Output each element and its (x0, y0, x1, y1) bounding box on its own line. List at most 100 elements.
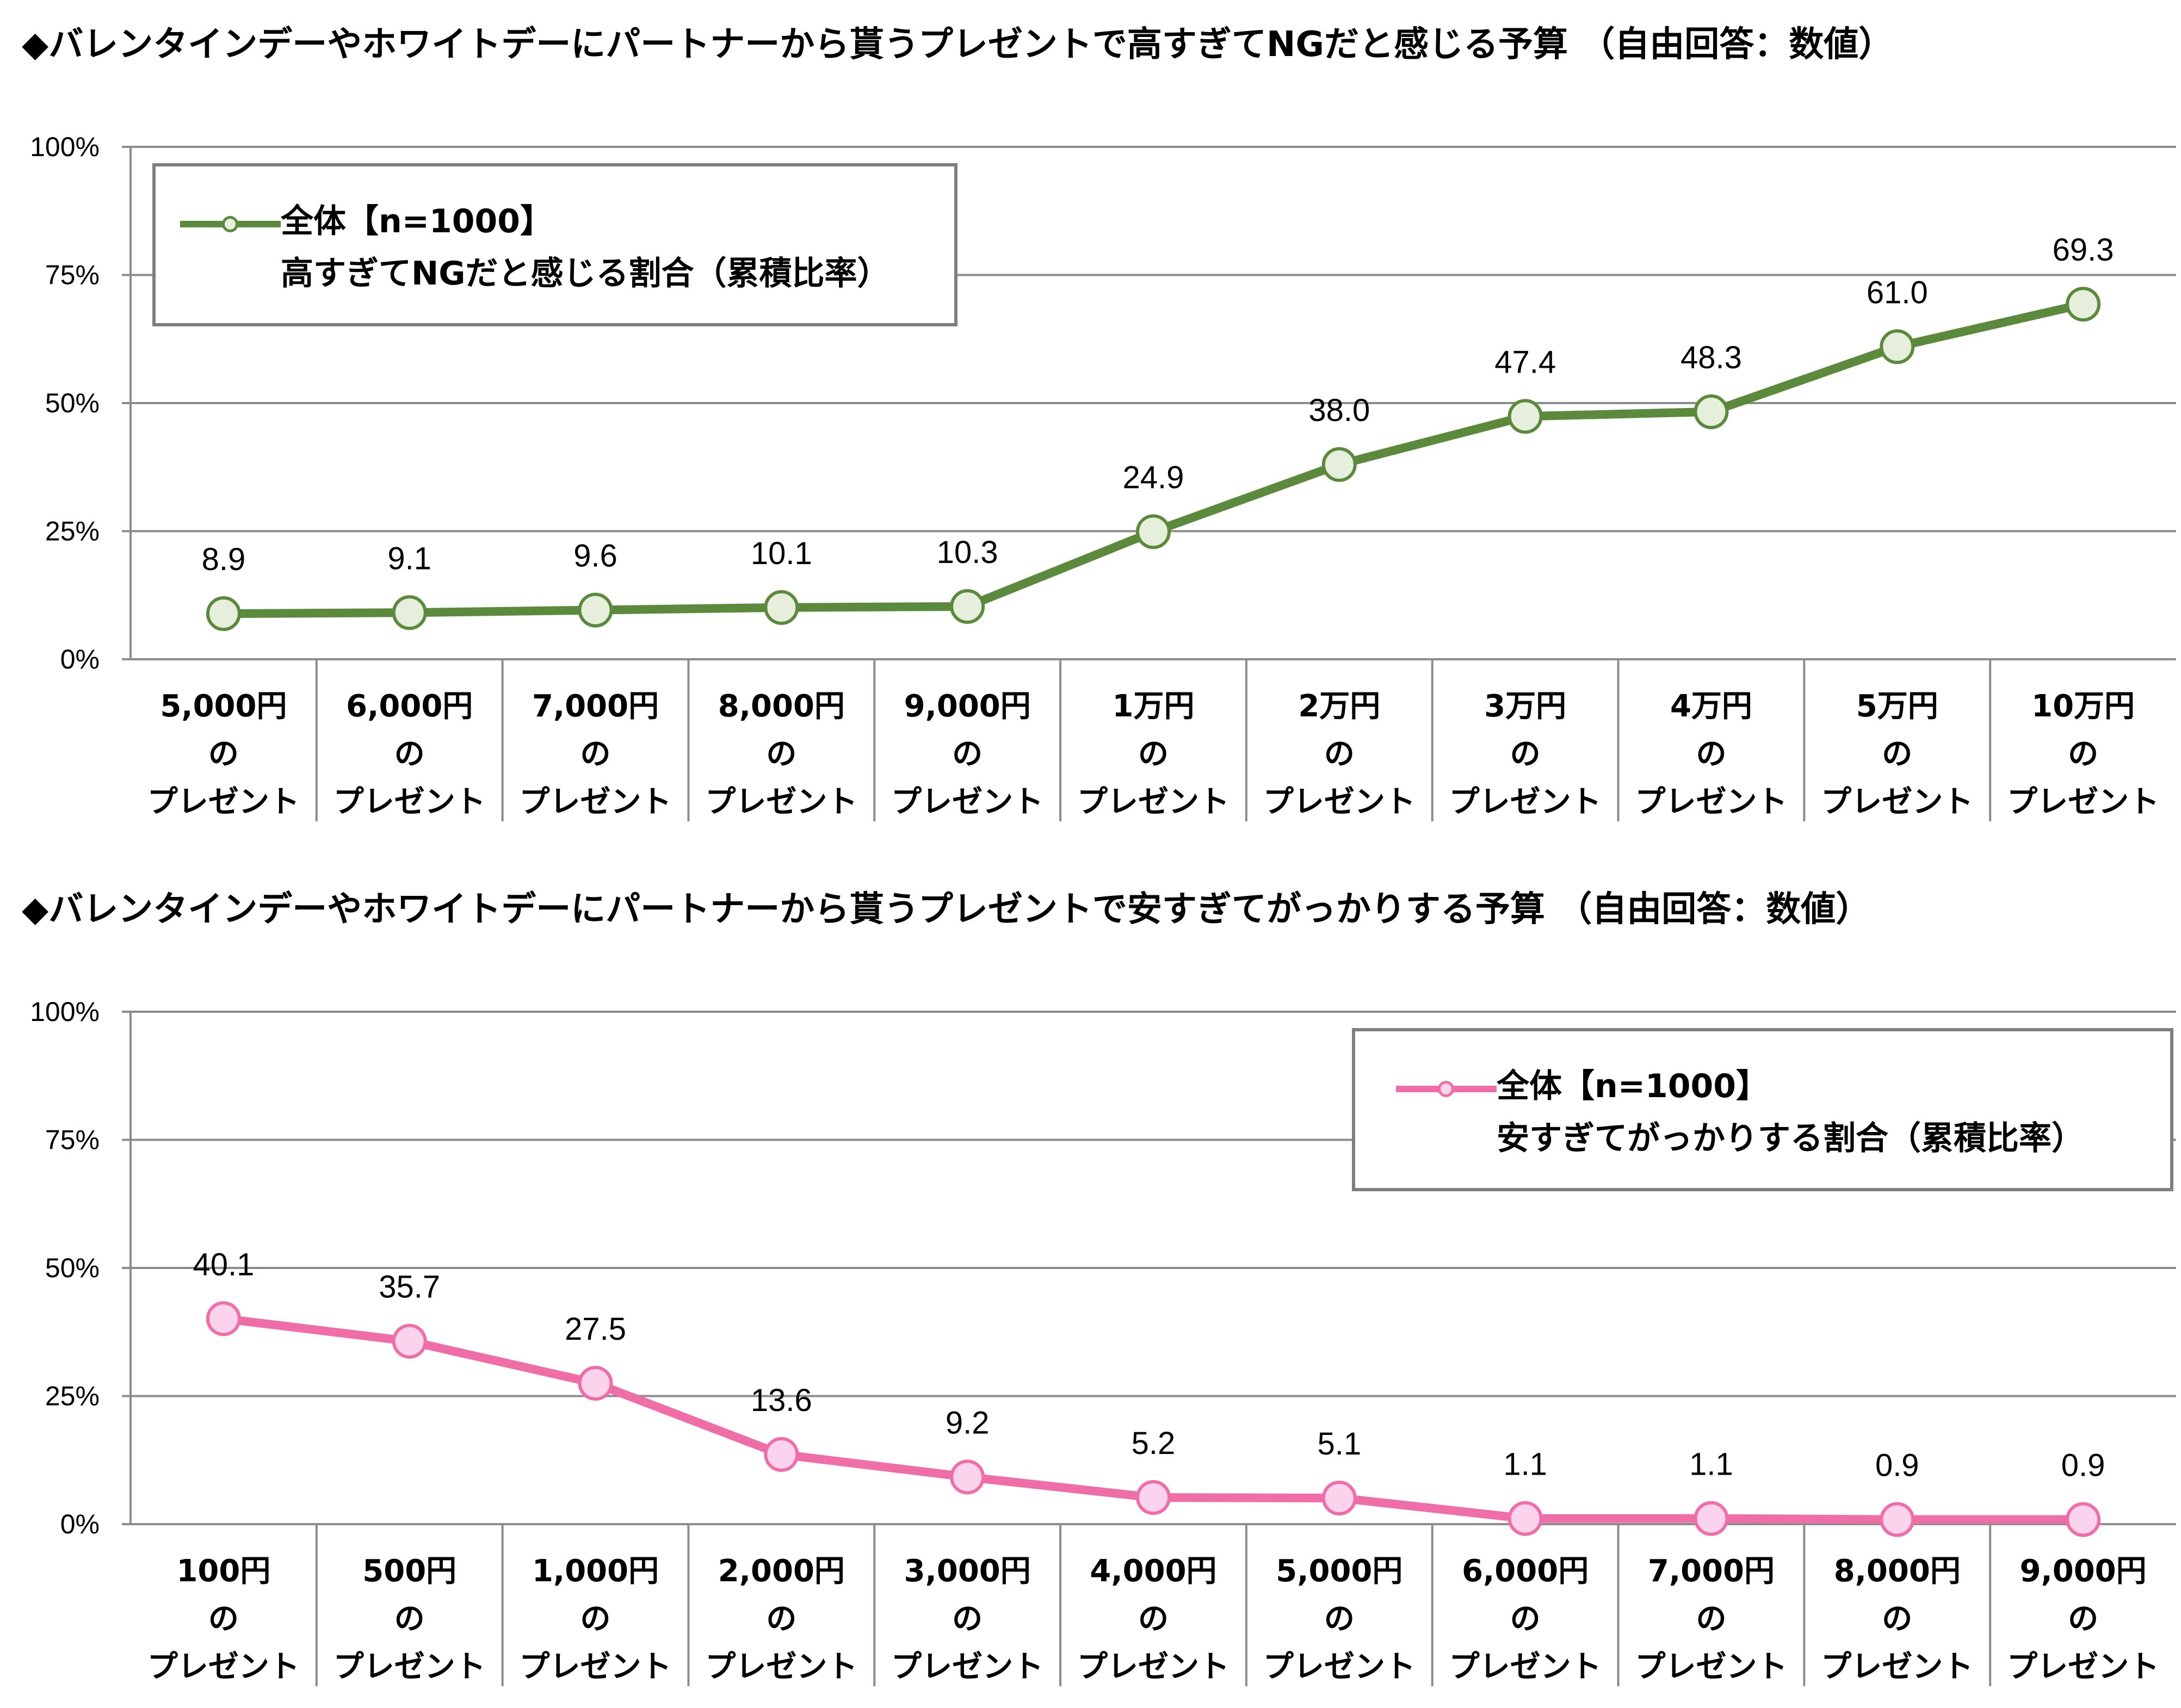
data-label: 40.1 (193, 1247, 254, 1282)
x-tick-label: の (580, 737, 611, 772)
data-label: 10.1 (751, 536, 812, 571)
x-tick-label: プレゼント (705, 1649, 857, 1685)
x-tick-label: の (1882, 737, 1912, 772)
x-tick-label: プレゼント (520, 1649, 672, 1685)
legend-marker-swatch (222, 216, 238, 232)
chart-title: ◆バレンタインデーやホワイトデーにパートナーから貰うプレゼントで安すぎてがっかり… (22, 889, 1871, 930)
x-tick-label: 6,000円 (346, 689, 473, 724)
chart-2: ◆バレンタインデーやホワイトデーにパートナーから貰うプレゼントで安すぎてがっかり… (0, 865, 2181, 1708)
data-point (578, 592, 613, 628)
x-tick-label: プレゼント (1263, 1649, 1416, 1685)
x-tick-label: プレゼント (891, 1649, 1043, 1685)
data-label: 27.5 (565, 1311, 626, 1347)
x-tick-label: の (1510, 1601, 1541, 1637)
x-tick-label: 8,000円 (718, 689, 845, 724)
legend-series-name: 全体【n=1000】 (281, 202, 553, 240)
data-label: 9.2 (946, 1405, 990, 1440)
data-label: 61.0 (1867, 275, 1928, 310)
x-tick-label: 9,000円 (2020, 1554, 2147, 1589)
chart-title: ◆バレンタインデーやホワイトデーにパートナーから貰うプレゼントで高すぎてNGだと… (22, 24, 1894, 65)
x-tick-label: 10万円 (2031, 689, 2135, 724)
data-label: 0.9 (1875, 1448, 1919, 1483)
x-tick-label: の (766, 737, 796, 772)
data-label: 5.2 (1132, 1426, 1176, 1461)
x-tick-label: プレゼント (1077, 784, 1229, 820)
y-tick-label: 75% (45, 1125, 100, 1155)
x-tick-label: プレゼント (147, 1649, 300, 1685)
y-tick-label: 0% (60, 1509, 100, 1539)
data-point (2066, 1502, 2101, 1537)
x-tick-label: の (1696, 737, 1726, 772)
y-tick-label: 25% (45, 1381, 100, 1412)
data-point (1880, 1502, 1915, 1537)
x-tick-label: 5,000円 (160, 689, 287, 724)
data-point (1694, 1501, 1729, 1536)
x-tick-label: プレゼント (2007, 1649, 2159, 1685)
data-label: 10.3 (937, 535, 998, 570)
x-tick-label: プレゼント (1635, 784, 1787, 820)
x-tick-label: 4万円 (1670, 689, 1752, 724)
data-point (1136, 1480, 1171, 1515)
data-point (1136, 514, 1171, 549)
x-tick-label: プレゼント (333, 1649, 486, 1685)
data-label: 24.9 (1123, 460, 1184, 495)
legend: 全体【n=1000】 安すぎてがっかりする割合（累積比率） (1352, 1028, 2173, 1191)
x-tick-label: 2万円 (1298, 689, 1380, 724)
data-label: 5.1 (1317, 1426, 1361, 1462)
y-tick-label: 25% (45, 516, 100, 547)
y-tick-label: 0% (60, 644, 100, 674)
x-tick-label: の (1696, 1601, 1726, 1637)
data-point (1507, 1501, 1543, 1536)
y-tick-label: 75% (45, 260, 100, 290)
y-tick-label: 50% (45, 388, 100, 418)
x-tick-label: 1万円 (1113, 689, 1195, 724)
x-tick-label: プレゼント (705, 784, 857, 820)
x-tick-label: プレゼント (891, 784, 1043, 820)
data-point (764, 590, 799, 625)
data-point (1321, 447, 1357, 482)
data-label: 1.1 (1689, 1447, 1733, 1482)
x-tick-label: プレゼント (333, 784, 486, 820)
x-tick-label: の (766, 1601, 796, 1637)
x-tick-label: 3万円 (1484, 689, 1566, 724)
x-tick-label: の (2068, 1601, 2098, 1637)
x-tick-label: プレゼント (1821, 784, 1973, 820)
data-label: 35.7 (379, 1270, 440, 1305)
data-label: 69.3 (2053, 232, 2114, 268)
x-tick-label: の (394, 737, 425, 772)
data-point (764, 1437, 799, 1472)
chart-1: ◆バレンタインデーやホワイトデーにパートナーから貰うプレゼントで高すぎてNGだと… (0, 0, 2181, 843)
data-label: 38.0 (1308, 393, 1370, 428)
x-tick-label: の (394, 1601, 425, 1637)
x-tick-label: の (952, 737, 983, 772)
x-tick-label: プレゼント (1263, 784, 1416, 820)
x-tick-label: プレゼント (1077, 1649, 1229, 1685)
data-point (206, 1301, 241, 1336)
data-point (950, 1459, 985, 1495)
data-label: 0.9 (2061, 1448, 2105, 1483)
x-tick-label: 8,000円 (1834, 1554, 1961, 1589)
x-tick-label: の (1324, 1601, 1355, 1637)
x-tick-label: 100円 (176, 1554, 270, 1589)
x-tick-label: の (208, 1601, 239, 1637)
x-tick-label: 5,000円 (1276, 1554, 1402, 1589)
data-point (1694, 394, 1729, 430)
x-tick-label: 4,000円 (1090, 1554, 1216, 1589)
x-tick-label: の (952, 1601, 983, 1637)
legend-series-desc: 高すぎてNGだと感じる割合（累積比率） (281, 255, 890, 293)
x-tick-label: 7,000円 (1648, 1554, 1775, 1589)
data-label: 8.9 (202, 542, 246, 577)
data-point (1507, 399, 1543, 434)
legend: 全体【n=1000】 高すぎてNGだと感じる割合（累積比率） (152, 163, 957, 326)
data-point (950, 589, 985, 624)
data-label: 9.6 (573, 539, 617, 574)
data-label: 13.6 (751, 1383, 812, 1418)
x-tick-label: の (1510, 737, 1541, 772)
x-tick-label: の (1882, 1601, 1912, 1637)
x-tick-label: 1,000円 (532, 1554, 659, 1589)
x-tick-label: プレゼント (2007, 784, 2159, 820)
x-tick-label: 500円 (362, 1554, 456, 1589)
series-line (223, 300, 2084, 618)
data-point (2066, 287, 2101, 322)
x-tick-label: の (1324, 737, 1355, 772)
